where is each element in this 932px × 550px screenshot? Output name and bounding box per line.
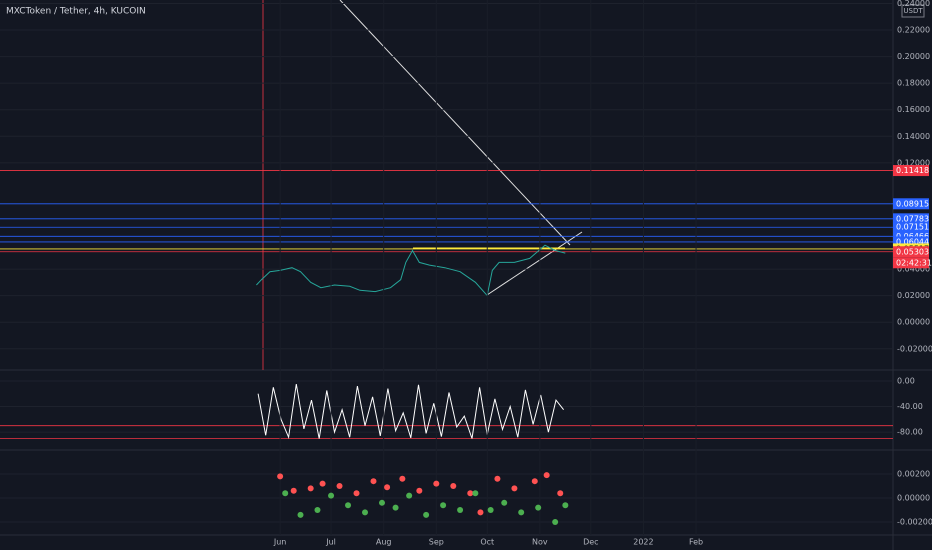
y-tick-label: 0.22000 [897, 26, 930, 35]
x-tick-label: Dec [583, 538, 598, 547]
y-tick-label: -80.00 [897, 428, 923, 437]
y-tick-label: -40.00 [897, 402, 923, 411]
dot [477, 509, 484, 516]
dot [399, 475, 406, 482]
dot [557, 490, 564, 497]
x-tick-label: Jun [273, 538, 287, 547]
x-tick-label: Aug [376, 538, 392, 547]
dot [319, 480, 326, 487]
x-tick-label: Feb [689, 538, 703, 547]
dot [543, 472, 550, 479]
dot [535, 504, 542, 511]
price-label: 0.06466 [896, 232, 929, 241]
y-tick-label: -0.02000 [897, 344, 932, 353]
dot [290, 487, 297, 494]
x-tick-label: Jul [325, 538, 336, 547]
symbol-title: MXCToken / Tether, 4h, KUCOIN [6, 7, 146, 17]
dot [501, 499, 508, 506]
price-label-box [893, 213, 929, 225]
dot [457, 507, 464, 514]
y-tick-label: 0.04000 [897, 265, 930, 274]
dot [494, 475, 501, 482]
y-tick-label: 0.24000 [897, 0, 930, 8]
x-tick-label: Oct [480, 538, 494, 547]
y-tick-label: 0.00000 [897, 318, 930, 327]
trend-line [486, 231, 583, 296]
dot [518, 509, 525, 516]
dot [282, 490, 289, 497]
price-label: 0.07151 [896, 223, 929, 232]
y-tick-label: 0.00 [897, 376, 915, 385]
dot [467, 490, 474, 497]
dot [487, 507, 494, 514]
price-label-box [893, 165, 929, 177]
y-tick-label: -0.00200 [897, 518, 932, 527]
x-tick-label: Nov [532, 538, 548, 547]
y-tick-label: 0.00000 [897, 494, 930, 503]
dot [472, 490, 479, 497]
y-tick-label: 0.14000 [897, 132, 930, 141]
currency-box [901, 4, 925, 18]
y-tick-label: 0.20000 [897, 52, 930, 61]
dot [392, 504, 399, 511]
dot [552, 519, 559, 526]
dot [423, 511, 430, 518]
y-tick-label: 0.16000 [897, 105, 930, 114]
x-tick-label: Sep [429, 538, 444, 547]
price-label-box [893, 236, 929, 248]
dot [307, 485, 314, 492]
dot [440, 502, 447, 509]
dot [345, 502, 352, 509]
dot [562, 502, 569, 509]
dot [336, 482, 343, 489]
dot [297, 511, 304, 518]
price-label: 0.05303 [896, 247, 929, 256]
countdown-box [893, 257, 929, 269]
dot [384, 484, 391, 491]
dot [531, 478, 538, 485]
currency-label: USDT [903, 7, 923, 15]
dot [314, 507, 321, 514]
dot [416, 487, 423, 494]
y-tick-label: 0.18000 [897, 79, 930, 88]
y-tick-label: 0.12000 [897, 158, 930, 167]
dot [328, 492, 335, 499]
price-label: 0.06044 [896, 237, 929, 246]
series-line [257, 384, 564, 440]
dot [406, 492, 413, 499]
price-label-box [893, 221, 929, 233]
dot [370, 478, 377, 485]
price-label: 0.07783 [896, 214, 929, 223]
x-tick-label: 2022 [633, 538, 653, 547]
price-label: 0.11418 [896, 166, 929, 175]
series-line [256, 244, 566, 297]
dot [362, 509, 369, 516]
y-tick-label: 0.02000 [897, 291, 930, 300]
price-label-box [893, 198, 929, 210]
dot [433, 480, 440, 487]
dot [378, 499, 385, 506]
countdown-label: 02:42:31 [896, 258, 932, 267]
dot [277, 473, 284, 480]
dot [511, 485, 518, 492]
price-label-box [893, 230, 929, 242]
price-label: 0.08915 [896, 199, 929, 208]
dot [450, 482, 457, 489]
price-label-box [893, 246, 929, 258]
y-tick-label: 0.00200 [897, 469, 930, 478]
dot [353, 490, 360, 497]
